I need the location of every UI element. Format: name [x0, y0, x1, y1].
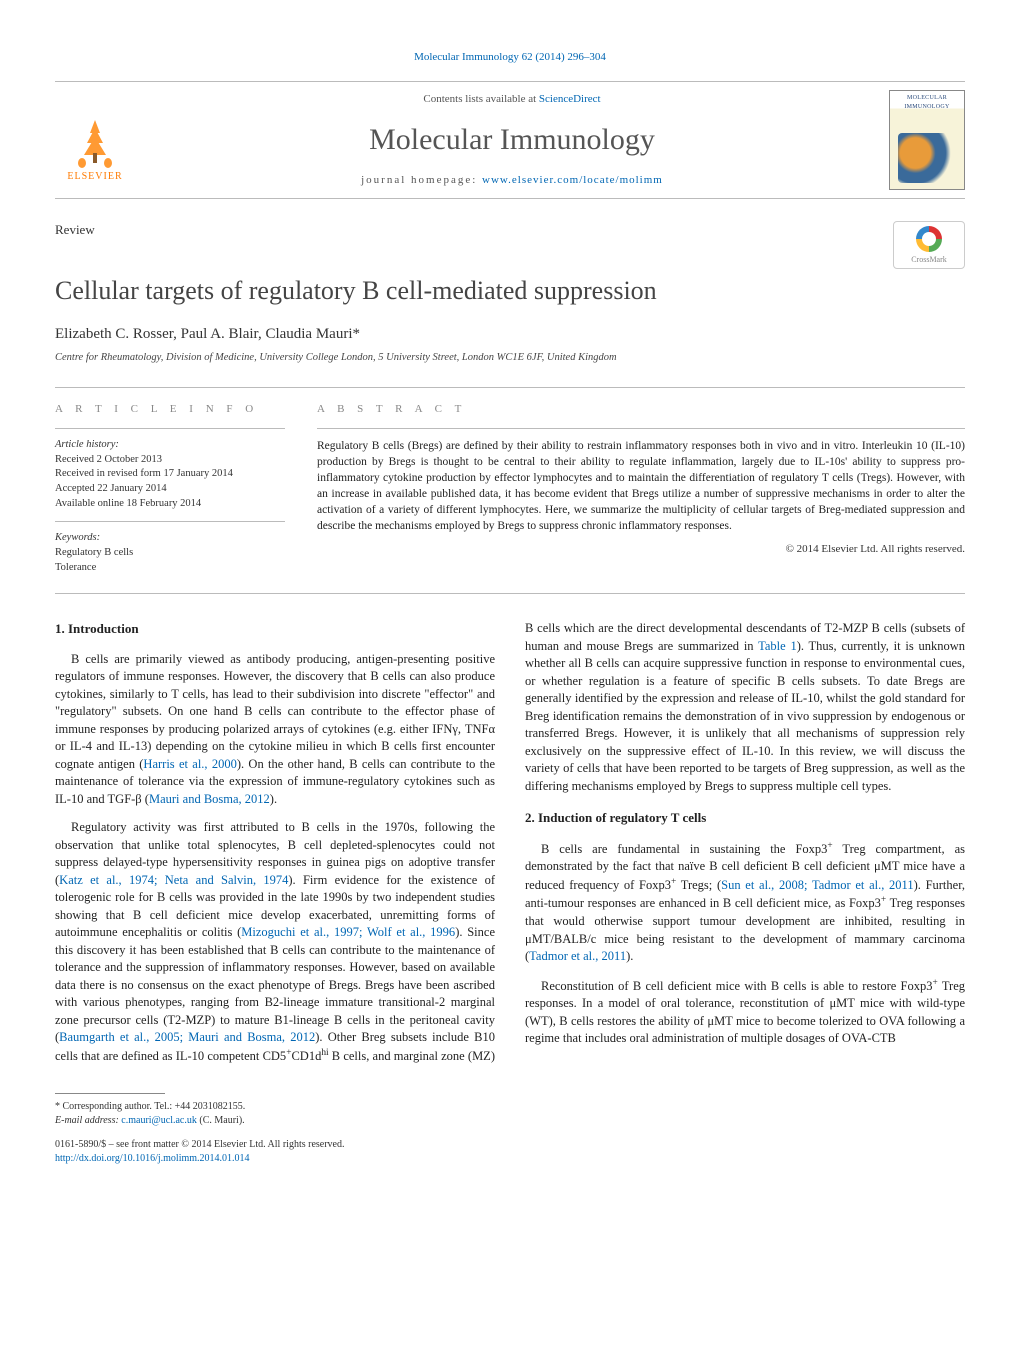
ref-mizoguchi-wolf[interactable]: Mizoguchi et al., 1997; Wolf et al., 199…	[241, 925, 455, 939]
ref-harris-2000[interactable]: Harris et al., 2000	[143, 757, 236, 771]
crossmark-icon	[916, 226, 942, 252]
publisher-name: ELSEVIER	[67, 170, 122, 184]
ref-mauri-bosma-2012[interactable]: Mauri and Bosma, 2012	[149, 792, 270, 806]
section-2-para-1: B cells are fundamental in sustaining th…	[525, 840, 965, 966]
history-revised: Received in revised form 17 January 2014	[55, 467, 285, 482]
ref-tadmor-2011[interactable]: Tadmor et al., 2011	[529, 949, 626, 963]
journal-homepage-line: journal homepage: www.elsevier.com/locat…	[149, 173, 875, 188]
author-list: Elizabeth C. Rosser, Paul A. Blair, Clau…	[55, 324, 965, 345]
journal-cover-thumbnail: MOLECULAR IMMUNOLOGY	[889, 90, 965, 190]
ref-table-1[interactable]: Table 1	[758, 639, 797, 653]
history-received: Received 2 October 2013	[55, 453, 285, 468]
crossmark-badge[interactable]: CrossMark	[893, 221, 965, 269]
keyword-2: Tolerance	[55, 561, 285, 576]
doi-link[interactable]: http://dx.doi.org/10.1016/j.molimm.2014.…	[55, 1153, 250, 1164]
keyword-1: Regulatory B cells	[55, 546, 285, 561]
journal-masthead: ELSEVIER Contents lists available at Sci…	[55, 81, 965, 199]
ref-baumgarth-mauri[interactable]: Baumgarth et al., 2005; Mauri and Bosma,…	[59, 1030, 315, 1044]
article-type: Review	[55, 221, 95, 239]
abstract-copyright: © 2014 Elsevier Ltd. All rights reserved…	[317, 542, 965, 557]
cover-art-icon	[898, 133, 956, 183]
history-label: Article history:	[55, 438, 285, 453]
ref-katz-neta[interactable]: Katz et al., 1974; Neta and Salvin, 1974	[59, 873, 288, 887]
ref-sun-tadmor[interactable]: Sun et al., 2008; Tadmor et al., 2011	[721, 878, 913, 892]
corresponding-marker: *	[353, 326, 361, 342]
copyright-line: 0161-5890/$ – see front matter © 2014 El…	[55, 1138, 965, 1152]
article-info-column: A R T I C L E I N F O Article history: R…	[55, 402, 285, 575]
journal-title: Molecular Immunology	[149, 119, 875, 161]
article-title: Cellular targets of regulatory B cell-me…	[55, 273, 965, 309]
corresponding-author-footnote: * Corresponding author. Tel.: +44 203108…	[55, 1100, 965, 1128]
section-1-heading: 1. Introduction	[55, 620, 495, 638]
affiliation: Centre for Rheumatology, Division of Med…	[55, 351, 965, 366]
page-footer: 0161-5890/$ – see front matter © 2014 El…	[55, 1138, 965, 1166]
history-online: Available online 18 February 2014	[55, 497, 285, 512]
abstract-text: Regulatory B cells (Bregs) are defined b…	[317, 438, 965, 535]
section-2-para-2: Reconstitution of B cell deficient mice …	[525, 977, 965, 1048]
journal-homepage-link[interactable]: www.elsevier.com/locate/molimm	[482, 174, 663, 186]
footnote-rule	[55, 1093, 165, 1094]
keywords-label: Keywords:	[55, 531, 285, 546]
sciencedirect-link[interactable]: ScienceDirect	[539, 93, 601, 105]
abstract-heading: A B S T R A C T	[317, 402, 965, 417]
contents-available-line: Contents lists available at ScienceDirec…	[149, 92, 875, 107]
intro-para-1: B cells are primarily viewed as antibody…	[55, 651, 495, 809]
elsevier-tree-icon	[70, 115, 120, 170]
citation-header: Molecular Immunology 62 (2014) 296–304	[55, 50, 965, 65]
publisher-logo: ELSEVIER	[55, 96, 135, 184]
abstract-column: A B S T R A C T Regulatory B cells (Breg…	[317, 402, 965, 575]
corresponding-email-link[interactable]: c.mauri@ucl.ac.uk	[121, 1115, 197, 1126]
article-body: 1. Introduction B cells are primarily vi…	[55, 620, 965, 1065]
section-2-heading: 2. Induction of regulatory T cells	[525, 809, 965, 827]
history-accepted: Accepted 22 January 2014	[55, 482, 285, 497]
info-abstract-block: A R T I C L E I N F O Article history: R…	[55, 387, 965, 594]
article-info-heading: A R T I C L E I N F O	[55, 402, 285, 417]
